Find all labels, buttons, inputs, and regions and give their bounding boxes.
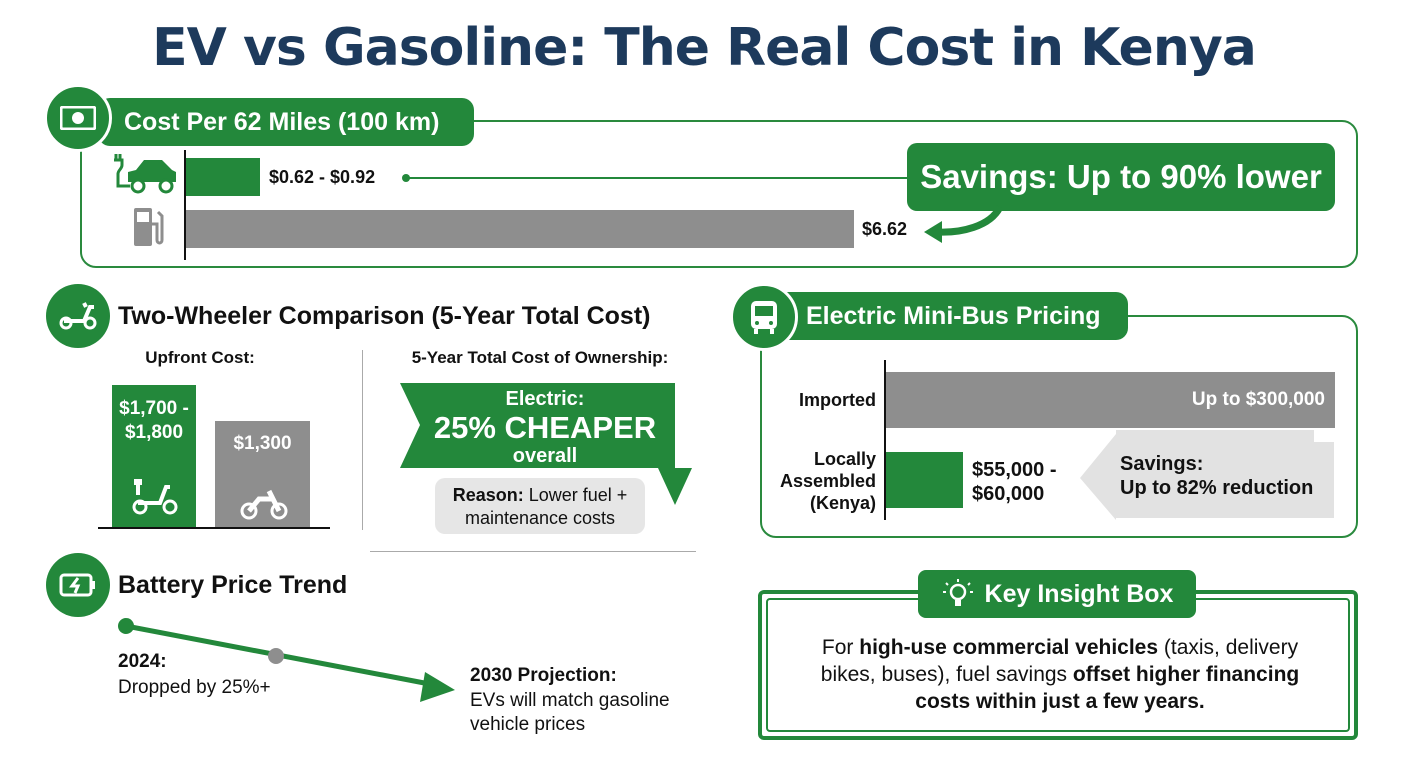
cost-per-distance-panel xyxy=(80,120,1358,268)
connector-line xyxy=(404,177,914,179)
local-value: $55,000 - $60,000 xyxy=(972,458,1057,506)
tco-banner-shape xyxy=(400,383,692,505)
electric-car-icon xyxy=(110,152,180,201)
cost-per-distance-header: Cost Per 62 Miles (100 km) xyxy=(98,98,474,146)
insight-text: For high-use commercial vehicles (taxis,… xyxy=(770,634,1350,715)
bus-icon xyxy=(730,283,798,351)
gas-cost-label: $6.62 xyxy=(862,219,908,239)
label-2024: 2024: xyxy=(118,651,167,672)
local-value-1: $55,000 - xyxy=(972,459,1057,481)
trend-line xyxy=(118,618,455,702)
section-divider xyxy=(370,551,696,552)
lightbulb-icon xyxy=(942,579,973,606)
electric-upfront-bar: $1,700 - $1,800 xyxy=(112,385,196,528)
insight-text-1c: (taxis, delivery xyxy=(1158,636,1299,659)
electric-upfront-label-2: $1,800 xyxy=(124,422,184,443)
battery-charging-icon xyxy=(46,553,110,617)
page-title: EV vs Gasoline: The Real Cost in Kenya xyxy=(152,18,1257,78)
tco-banner-text: Electric: 25% CHEAPER overall xyxy=(415,388,675,468)
local-label-1: Locally xyxy=(813,449,876,469)
fuel-pump-icon xyxy=(132,206,164,255)
baseline xyxy=(98,527,330,529)
reason-label: Reason: xyxy=(452,485,524,505)
insight-header: Key Insight Box xyxy=(918,570,1196,618)
gasoline-upfront-bar: $1,300 xyxy=(215,421,310,528)
ev-cost-label: $0.62 - $0.92 xyxy=(269,167,376,187)
section-heading: Key Insight Box xyxy=(984,579,1174,608)
reason-box: Reason: Lower fuel + maintenance costs xyxy=(435,478,645,534)
tco-label: 5-Year Total Cost of Ownership: xyxy=(411,348,669,367)
insight-text-2a: bikes, buses), fuel savings xyxy=(820,663,1073,686)
section-heading: Electric Mini-Bus Pricing xyxy=(806,301,1101,330)
imported-value: Up to $300,000 xyxy=(1191,389,1325,410)
axis-line xyxy=(884,360,886,520)
savings-line-2: Up to 82% reduction xyxy=(1120,477,1314,499)
minibus-header: Electric Mini-Bus Pricing xyxy=(772,292,1128,340)
text-2030-1: EVs will match gasoline xyxy=(470,690,670,711)
section-heading: Battery Price Trend xyxy=(118,571,348,599)
savings-arrow-icon xyxy=(924,205,1004,243)
axis-line xyxy=(184,150,186,260)
reason-text-2: maintenance costs xyxy=(464,508,616,528)
local-bar xyxy=(886,452,963,508)
money-icon xyxy=(44,84,112,152)
gasoline-upfront-label: $1,300 xyxy=(233,433,292,454)
insight-text-1a: For xyxy=(821,636,860,659)
point-mid xyxy=(268,648,284,664)
section-heading: Cost Per 62 Miles (100 km) xyxy=(124,107,440,136)
savings-line-1: Savings: xyxy=(1120,453,1204,475)
divider xyxy=(362,350,363,530)
text-2024: Dropped by 25%+ xyxy=(118,677,271,698)
insight-text-2b: offset higher financing xyxy=(1072,663,1300,686)
connector-dot xyxy=(402,174,410,182)
minibus-savings: Savings: Up to 82% reduction xyxy=(1120,452,1313,500)
savings-arrow-shape xyxy=(1080,430,1334,520)
gas-cost-bar xyxy=(186,210,854,248)
upfront-cost-label: Upfront Cost: xyxy=(145,348,255,367)
section-heading: Two-Wheeler Comparison (5-Year Total Cos… xyxy=(118,302,651,330)
imported-label: Imported xyxy=(798,390,876,410)
ev-cost-bar xyxy=(186,158,260,196)
savings-callout: Savings: Up to 90% lower xyxy=(907,143,1335,211)
insight-text-3: costs within just a few years. xyxy=(915,690,1205,713)
point-2024 xyxy=(118,618,134,634)
reason-text-1: Lower fuel + xyxy=(523,485,628,505)
local-label-2: Assembled xyxy=(779,471,876,491)
local-label-3: (Kenya) xyxy=(809,493,876,513)
local-label: Locally Assembled (Kenya) xyxy=(760,448,876,514)
insight-text-1b: high-use commercial vehicles xyxy=(859,636,1159,659)
savings-text: Savings: Up to 90% lower xyxy=(920,158,1322,195)
scooter-icon xyxy=(46,284,110,348)
electric-scooter-icon xyxy=(132,479,178,515)
banner-line-2: 25% CHEAPER xyxy=(433,410,657,445)
label-2030: 2030 Projection: xyxy=(470,665,617,686)
banner-line-3: overall xyxy=(512,445,578,467)
electric-upfront-label-1: $1,700 - xyxy=(119,398,189,419)
imported-bar: Up to $300,000 xyxy=(886,372,1335,428)
banner-line-1: Electric: xyxy=(505,388,585,410)
local-value-2: $60,000 xyxy=(972,483,1045,505)
motorcycle-icon xyxy=(240,489,288,520)
text-2030-2: vehicle prices xyxy=(470,714,586,735)
